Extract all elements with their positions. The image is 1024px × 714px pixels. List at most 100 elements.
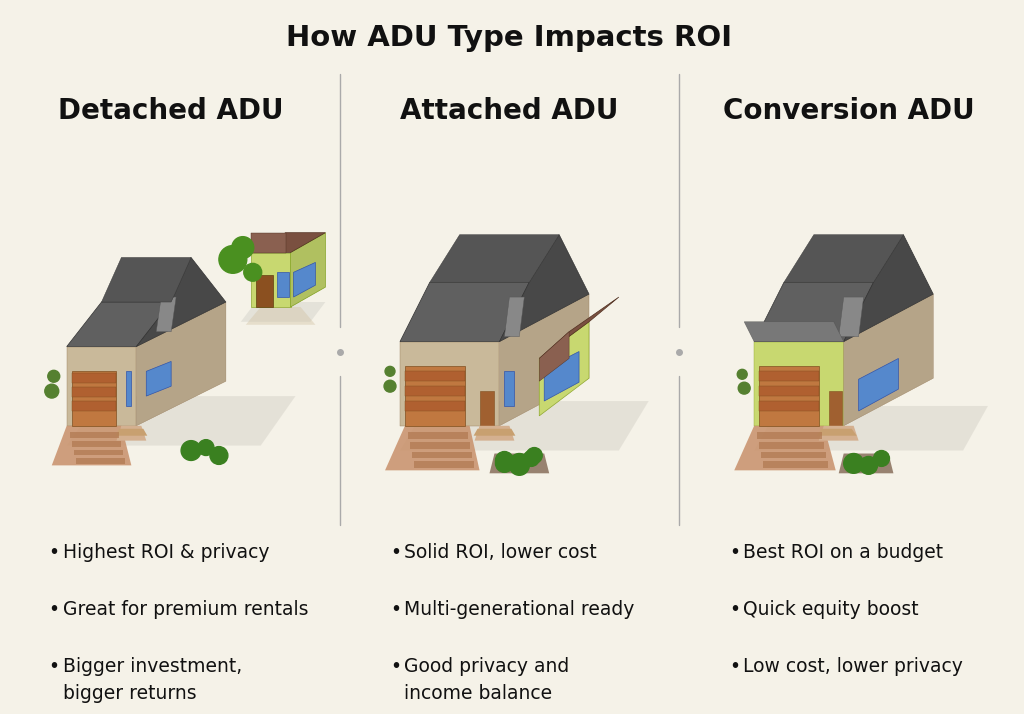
Polygon shape: [505, 371, 514, 406]
Circle shape: [496, 455, 513, 473]
Circle shape: [523, 451, 540, 466]
Polygon shape: [408, 432, 468, 438]
Polygon shape: [404, 366, 465, 426]
Polygon shape: [505, 297, 524, 337]
Polygon shape: [251, 253, 291, 307]
Polygon shape: [291, 233, 326, 307]
Polygon shape: [759, 366, 819, 426]
Polygon shape: [72, 441, 122, 446]
Polygon shape: [540, 332, 569, 381]
Text: Bigger investment,
bigger returns: Bigger investment, bigger returns: [62, 658, 242, 703]
Circle shape: [48, 371, 59, 382]
Circle shape: [219, 246, 247, 273]
Polygon shape: [157, 297, 176, 332]
Polygon shape: [67, 302, 171, 346]
Text: •: •: [729, 543, 740, 562]
Polygon shape: [839, 297, 863, 337]
Polygon shape: [500, 235, 589, 341]
Polygon shape: [474, 426, 514, 441]
Polygon shape: [844, 294, 933, 426]
Circle shape: [244, 263, 262, 281]
Circle shape: [526, 448, 543, 463]
Text: Best ROI on a budget: Best ROI on a budget: [743, 543, 943, 562]
Circle shape: [198, 440, 214, 456]
Text: Low cost, lower privacy: Low cost, lower privacy: [743, 658, 964, 676]
Polygon shape: [76, 458, 125, 464]
Polygon shape: [117, 426, 146, 441]
Polygon shape: [761, 451, 825, 458]
Polygon shape: [72, 371, 117, 426]
Polygon shape: [126, 371, 131, 406]
Polygon shape: [404, 371, 465, 381]
Polygon shape: [754, 406, 988, 451]
Polygon shape: [400, 341, 500, 426]
Polygon shape: [784, 235, 903, 282]
Polygon shape: [241, 302, 326, 322]
Polygon shape: [759, 371, 819, 381]
Polygon shape: [544, 351, 579, 401]
Polygon shape: [759, 386, 819, 396]
Polygon shape: [404, 386, 465, 396]
Polygon shape: [734, 426, 836, 471]
Polygon shape: [540, 322, 589, 416]
Circle shape: [385, 366, 395, 376]
Text: •: •: [729, 600, 740, 619]
Polygon shape: [404, 401, 465, 411]
Polygon shape: [72, 373, 117, 383]
Text: Conversion ADU: Conversion ADU: [723, 97, 975, 125]
Polygon shape: [757, 432, 822, 438]
Polygon shape: [136, 302, 226, 426]
Circle shape: [45, 384, 58, 398]
Polygon shape: [101, 258, 191, 302]
Polygon shape: [251, 233, 286, 253]
Text: •: •: [49, 658, 59, 676]
Text: Quick equity boost: Quick equity boost: [743, 600, 919, 619]
Polygon shape: [540, 297, 618, 358]
Text: Multi-generational ready: Multi-generational ready: [403, 600, 634, 619]
Polygon shape: [763, 461, 827, 468]
Circle shape: [384, 381, 396, 392]
Polygon shape: [251, 233, 326, 253]
Polygon shape: [479, 391, 495, 426]
Text: •: •: [729, 658, 740, 676]
Text: •: •: [49, 600, 59, 619]
Text: Great for premium rentals: Great for premium rentals: [62, 600, 308, 619]
Polygon shape: [759, 401, 819, 411]
Polygon shape: [828, 391, 842, 426]
Polygon shape: [819, 426, 858, 441]
Circle shape: [509, 453, 529, 473]
Polygon shape: [294, 263, 315, 297]
Text: Solid ROI, lower cost: Solid ROI, lower cost: [403, 543, 597, 562]
Circle shape: [738, 382, 751, 394]
Polygon shape: [72, 401, 117, 411]
Polygon shape: [72, 387, 117, 397]
Circle shape: [737, 369, 748, 379]
Circle shape: [181, 441, 201, 461]
Polygon shape: [473, 428, 515, 436]
Polygon shape: [754, 341, 844, 426]
Polygon shape: [412, 451, 472, 458]
Circle shape: [844, 453, 863, 473]
Circle shape: [873, 451, 890, 466]
Text: Highest ROI & privacy: Highest ROI & privacy: [62, 543, 269, 562]
Circle shape: [509, 456, 529, 476]
Text: Good privacy and
income balance: Good privacy and income balance: [403, 658, 569, 703]
Polygon shape: [70, 432, 120, 438]
Polygon shape: [52, 426, 131, 466]
Polygon shape: [759, 442, 823, 448]
Polygon shape: [817, 428, 857, 436]
Polygon shape: [744, 322, 844, 341]
Polygon shape: [385, 426, 479, 471]
Polygon shape: [844, 235, 933, 341]
Polygon shape: [858, 358, 898, 411]
Polygon shape: [500, 294, 589, 426]
Polygon shape: [839, 453, 893, 473]
Polygon shape: [276, 272, 289, 297]
Polygon shape: [246, 307, 315, 325]
Polygon shape: [74, 450, 124, 456]
Text: •: •: [49, 543, 59, 562]
Polygon shape: [400, 282, 529, 341]
Text: •: •: [390, 600, 401, 619]
Text: How ADU Type Impacts ROI: How ADU Type Impacts ROI: [287, 24, 732, 51]
Polygon shape: [67, 396, 296, 446]
